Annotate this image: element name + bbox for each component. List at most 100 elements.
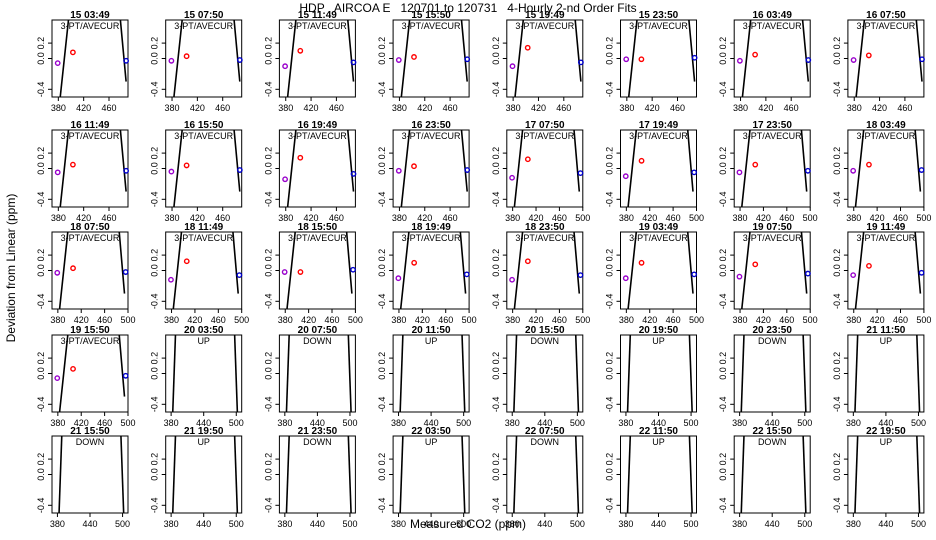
- panel-label: 3-PT/AVECUR: [402, 233, 461, 243]
- data-point: [282, 63, 288, 70]
- y-tick-label: 0.2: [263, 352, 273, 365]
- x-tick-label: 500: [684, 418, 699, 428]
- panel-label: UP: [425, 437, 438, 447]
- panel-frame: [392, 129, 470, 208]
- y-tick-label: 0.0: [832, 264, 842, 277]
- data-point: [752, 161, 759, 168]
- y-tick-label: 0.2: [491, 37, 501, 50]
- y-tick-label: 0.2: [263, 37, 273, 50]
- y-tick-label: 0.2: [377, 147, 387, 160]
- x-tick-label: 500: [229, 519, 244, 529]
- data-point: [54, 269, 61, 276]
- y-tick-label: -0.4: [263, 82, 273, 98]
- y-tick-label: 0.2: [832, 147, 842, 160]
- panel: 16 19:493-PT/AVECUR -0.4 0.0 0.2 380 420 460: [263, 120, 357, 223]
- y-tick-label: 0.2: [150, 249, 160, 262]
- panel-label: UP: [652, 437, 665, 447]
- fit-curve-left: [59, 20, 70, 97]
- fit-curve-right: [574, 436, 580, 513]
- x-tick-label: 420: [76, 103, 91, 113]
- x-tick-label: 500: [803, 213, 818, 223]
- data-point: [524, 44, 531, 51]
- panel-label: 3-PT/AVECUR: [629, 131, 688, 141]
- x-tick-label: 500: [342, 519, 357, 529]
- y-tick-label: -0.4: [491, 192, 501, 208]
- data-point: [297, 269, 304, 275]
- panel-label: DOWN: [531, 437, 560, 447]
- x-tick-label: 380: [505, 213, 520, 223]
- fit-curve-left: [286, 232, 296, 309]
- fit-curve-right: [461, 335, 466, 412]
- panel-title: 20 03:50: [184, 325, 224, 336]
- y-tick-label: -0.4: [150, 192, 160, 208]
- panel-label: 3-PT/AVECUR: [743, 131, 802, 141]
- data-point: [350, 266, 356, 273]
- fit-curve-left: [854, 436, 859, 513]
- panel-frame: [847, 334, 925, 413]
- y-tick-label: 0.0: [718, 468, 728, 481]
- x-tick-label: 380: [51, 213, 66, 223]
- y-tick-label: 0.0: [605, 468, 615, 481]
- y-tick-label: 0.0: [36, 162, 46, 175]
- y-tick-label: 0.2: [150, 147, 160, 160]
- x-tick-label: 380: [50, 315, 65, 325]
- y-tick-label: 0.0: [832, 468, 842, 481]
- data-point: [850, 57, 857, 63]
- panel-title: 15 23:50: [639, 10, 679, 21]
- fit-curve-left: [172, 232, 183, 309]
- y-tick-label: 0.2: [832, 453, 842, 466]
- x-tick-label: 500: [911, 418, 926, 428]
- panel: 17 23:503-PT/AVECUR -0.4 0.0 0.2 380 420 460 50…: [718, 120, 818, 223]
- y-tick-label: 0.0: [263, 162, 273, 175]
- x-tick-label: 380: [164, 418, 179, 428]
- x-tick-label: 380: [618, 519, 633, 529]
- panel-frame: [51, 435, 129, 514]
- panel-title: 15 19:49: [525, 10, 565, 21]
- y-tick-label: -0.4: [832, 192, 842, 208]
- page-title: HDP AIRCOA E 120701 to 120731 4-Hourly 2…: [299, 1, 637, 15]
- panel-label: 3-PT/AVECUR: [629, 21, 688, 31]
- data-point: [411, 54, 417, 60]
- y-tick-label: 0.0: [36, 52, 46, 65]
- panel-label: 3-PT/AVECUR: [402, 21, 461, 31]
- panel-label: UP: [425, 336, 438, 346]
- panel-frame: [620, 435, 697, 514]
- panel-frame: [51, 129, 129, 208]
- y-tick-label: 0.0: [263, 52, 273, 65]
- fit-curve-right: [460, 20, 468, 82]
- x-tick-label: 380: [846, 519, 861, 529]
- x-tick-label: 380: [505, 519, 520, 529]
- panel-title: 21 19:50: [184, 426, 224, 437]
- fit-curve-right: [118, 232, 126, 294]
- fit-curve-left: [286, 130, 297, 207]
- fit-curve-left: [854, 335, 859, 412]
- data-point: [411, 163, 417, 170]
- data-point: [752, 261, 759, 268]
- fit-curve-left: [854, 130, 865, 207]
- panel-label: 3-PT/AVECUR: [174, 21, 233, 31]
- data-point: [638, 56, 645, 63]
- panel-frame: [392, 334, 470, 413]
- y-tick-label: -0.4: [263, 192, 273, 208]
- fit-curve-right: [120, 436, 125, 513]
- fit-curve-left: [513, 436, 518, 513]
- panel: 18 15:503-PT/AVECUR -0.4 0.0 0.2 380 420 460 50…: [263, 222, 363, 325]
- x-tick-label: 460: [101, 103, 116, 113]
- fit-curve-left: [286, 20, 297, 97]
- y-tick-label: 0.2: [605, 147, 615, 160]
- x-tick-label: 460: [443, 103, 458, 113]
- y-tick-label: -0.4: [150, 397, 160, 413]
- panel-frame: [51, 19, 129, 98]
- data-point: [281, 269, 288, 275]
- x-tick-label: 440: [310, 519, 325, 529]
- fit-curve-right: [688, 436, 693, 513]
- x-tick-label: 500: [803, 315, 818, 325]
- y-tick-label: -0.4: [263, 498, 273, 514]
- panel: 19 11:493-PT/AVECUR -0.4 0.0 0.2 380 420 460 50…: [832, 222, 932, 325]
- panel: 15 07:503-PT/AVECUR -0.4 0.0 0.2 380 420 460: [150, 10, 243, 113]
- y-tick-label: -0.4: [718, 498, 728, 514]
- x-tick-label: 440: [196, 519, 211, 529]
- y-tick-label: -0.4: [718, 397, 728, 413]
